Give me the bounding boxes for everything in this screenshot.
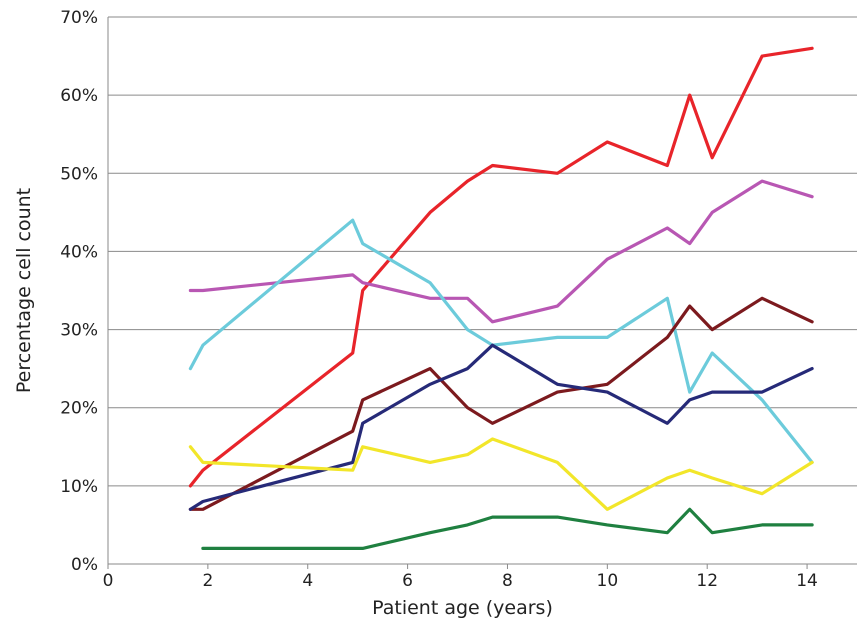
x-axis-title: Patient age (years) bbox=[372, 597, 553, 619]
series-line-3 bbox=[188, 218, 814, 464]
series-line-5 bbox=[188, 343, 814, 511]
x-tick-label: 12 bbox=[696, 571, 718, 591]
series-lines bbox=[188, 46, 814, 551]
y-tick-labels: 0% 10% 20% 30% 40% 50% 60% 70% bbox=[60, 8, 98, 575]
y-tick-label: 50% bbox=[60, 164, 98, 184]
y-tick-label: 40% bbox=[60, 242, 98, 262]
series-line-7 bbox=[201, 507, 814, 551]
series-line-4 bbox=[188, 296, 814, 511]
x-tick-label: 6 bbox=[402, 571, 413, 591]
y-axis-title: Percentage cell count bbox=[13, 188, 35, 393]
series-line-1 bbox=[188, 46, 814, 488]
x-tick-label: 0 bbox=[103, 571, 114, 591]
series-line-2 bbox=[188, 179, 814, 324]
y-tick-label: 70% bbox=[60, 8, 98, 28]
x-tick-labels: 0 2 4 6 8 10 12 14 bbox=[103, 564, 818, 591]
x-tick-label: 8 bbox=[502, 571, 513, 591]
x-tick-label: 2 bbox=[202, 571, 213, 591]
x-tick-label: 4 bbox=[302, 571, 313, 591]
x-tick-label: 14 bbox=[796, 571, 818, 591]
y-tick-label: 20% bbox=[60, 399, 98, 419]
y-tick-label: 10% bbox=[60, 477, 98, 497]
y-tick-label: 60% bbox=[60, 86, 98, 106]
y-tick-label: 30% bbox=[60, 321, 98, 341]
axes bbox=[107, 17, 857, 565]
y-tick-label: 0% bbox=[71, 555, 98, 575]
x-tick-label: 10 bbox=[597, 571, 619, 591]
series-line-6 bbox=[188, 437, 814, 511]
